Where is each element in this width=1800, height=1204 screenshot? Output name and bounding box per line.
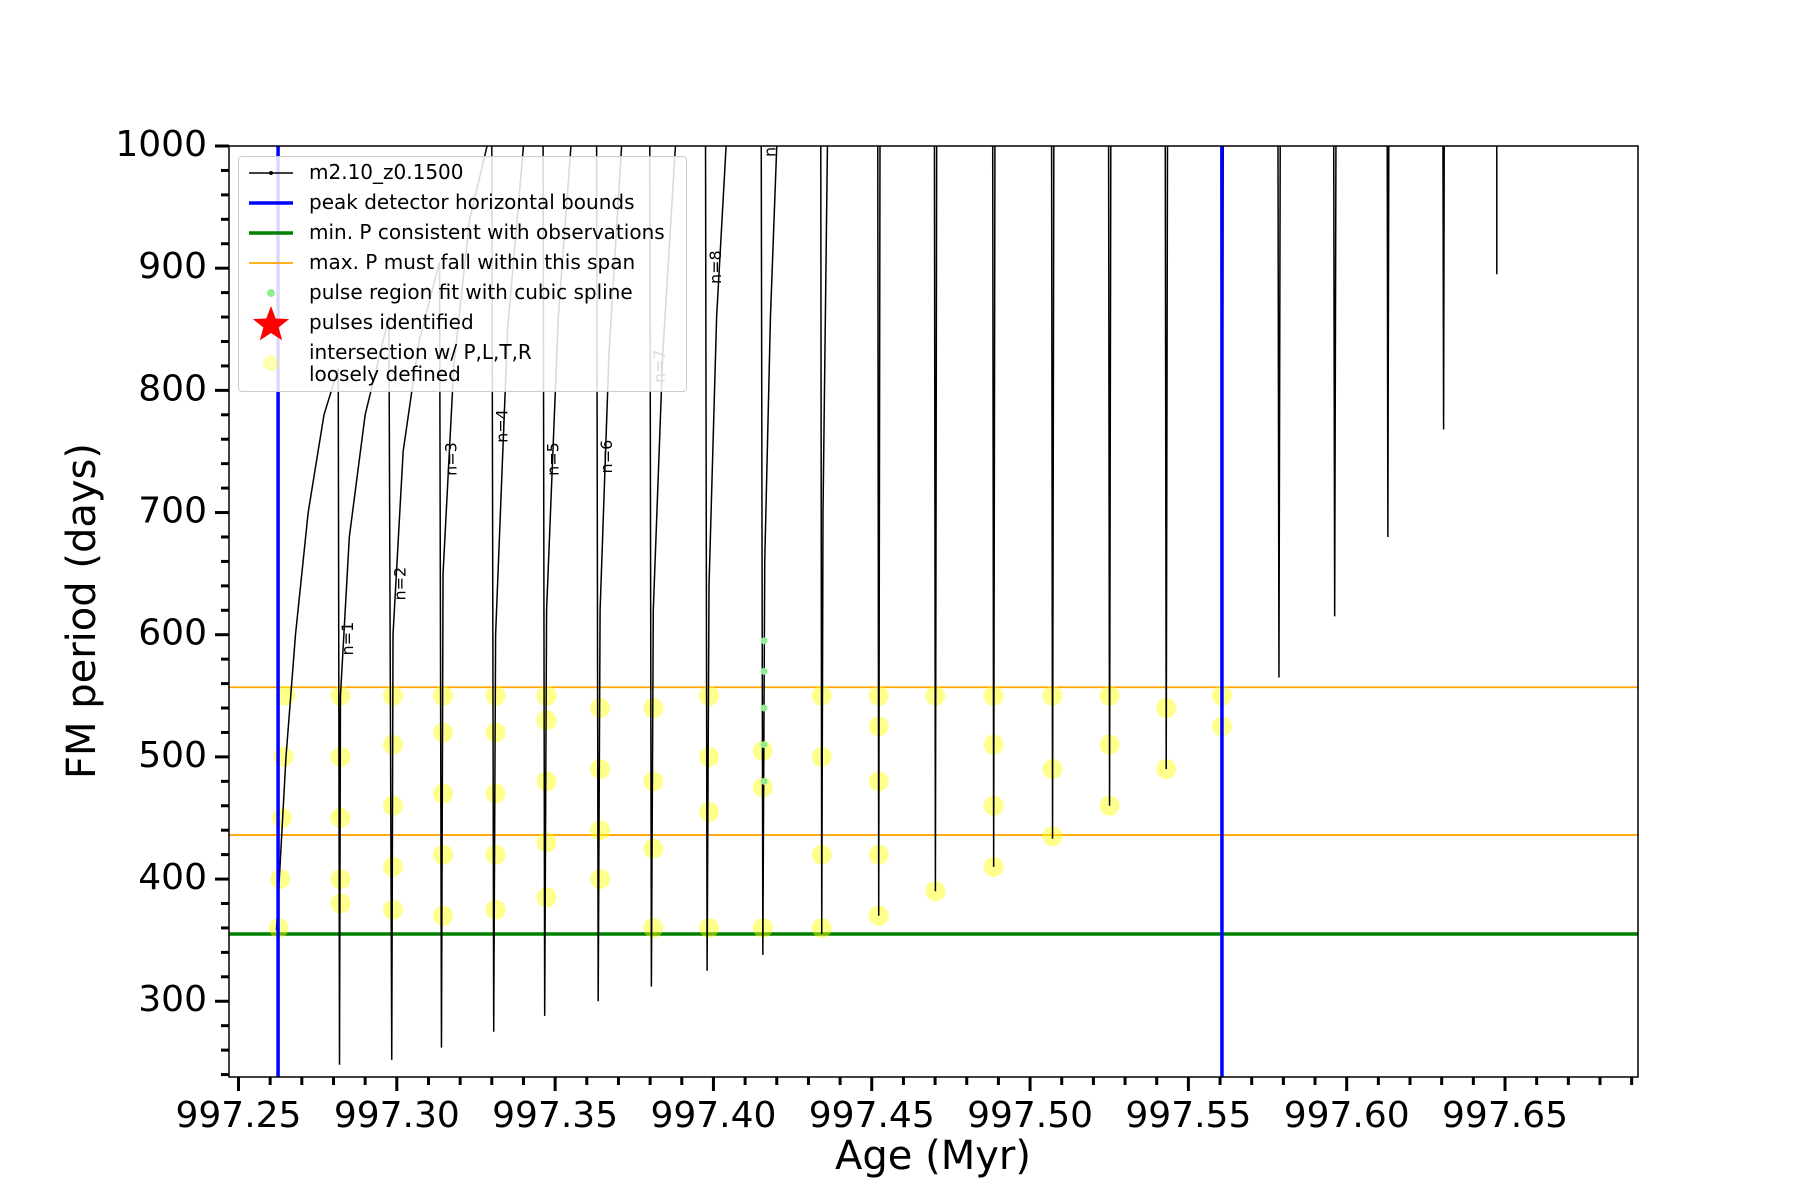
intersection-halo [485,844,506,865]
intersection-halo [699,801,720,822]
intersection-halo [536,887,557,908]
data-line [820,146,829,935]
intersection-halo [699,746,720,767]
pulse-annotation: n=6 [597,440,616,474]
x-tick-label: 997.55 [1125,1095,1251,1136]
legend-marker [249,231,293,235]
spline-point [760,741,768,749]
legend-dot [267,289,275,297]
legend-halo [263,355,279,371]
plot-area: n=1n=2n=3n=4n=5n=6n=7n=8n=9 [229,123,1638,1077]
pulse-annotation: n=4 [492,409,511,443]
y-tick-label: 1000 [115,124,207,165]
data-line [1107,146,1112,806]
legend-marker [267,289,275,297]
intersection-halo [590,869,611,890]
legend-entry: pulses identified [239,306,686,341]
spline-point [760,667,768,675]
data-line [1050,146,1055,839]
pulse-annotation: n=2 [390,567,409,601]
legend-entry: min. P consistent with observations [239,221,686,251]
legend-entry: pulse region fit with cubic spline [239,281,686,311]
x-tick-label: 997.40 [650,1095,776,1136]
legend-marker [252,306,290,341]
x-tick-label: 997.25 [176,1095,302,1136]
legend-marker [249,201,293,205]
intersection-halo [433,844,454,865]
intersection-halo [536,832,557,853]
intersection-halo [1099,795,1120,816]
intersection-halo [433,905,454,926]
data-line [1164,146,1169,770]
legend-label: pulses identified [309,310,474,334]
x-axis-label: Age (Myr) [835,1133,1031,1179]
x-tick-label: 997.65 [1442,1095,1568,1136]
intersection-halo [383,899,404,920]
intersection-halo [699,917,720,938]
data-line [704,146,727,971]
legend-label: min. P consistent with observations [309,220,665,244]
legend-entry: intersection w/ P,L,T,R loosely defined [239,341,686,387]
y-tick-label: 300 [138,979,207,1020]
legend-marker [249,171,293,175]
data-line [1277,146,1281,678]
pulse-annotation: n=9 [760,123,779,157]
spline-point [760,637,768,645]
y-tick-label: 800 [138,368,207,409]
intersection-halo [643,771,664,792]
x-tick-label: 997.45 [809,1095,935,1136]
legend-label: pulse region fit with cubic spline [309,280,633,304]
data-line [1442,146,1445,430]
data-line [1332,146,1337,617]
legend-label: peak detector horizontal bounds [309,190,635,214]
intersection-halo [590,820,611,841]
x-tick-label: 997.50 [967,1095,1093,1136]
legend-marker [249,262,293,264]
intersection-halo [485,899,506,920]
y-tick-label: 900 [138,246,207,287]
y-tick-label: 700 [138,491,207,532]
y-tick-label: 400 [138,857,207,898]
intersection-halo [270,869,291,890]
intersection-halo [590,759,611,780]
legend-marker [263,355,279,371]
pulse-annotation: n=3 [441,442,460,476]
spline-point [760,704,768,712]
legend-entry: max. P must fall within this span [239,251,686,281]
spline-point [760,777,768,785]
legend-label: max. P must fall within this span [309,250,636,274]
pulse-annotation: n=1 [338,622,357,656]
intersection-halo [536,771,557,792]
intersection-halo [868,905,889,926]
y-tick-label: 600 [138,613,207,654]
legend-label: m2.10_z0.1500 [309,160,464,184]
data-line [760,146,778,955]
intersection-halo [643,917,664,938]
pulse-annotation: n=8 [706,250,725,284]
pulse-annotation: n=5 [543,442,562,476]
x-tick-label: 997.35 [492,1095,618,1136]
legend-dot [269,171,273,175]
y-tick-label: 500 [138,735,207,776]
data-line [877,146,881,916]
x-tick-label: 997.30 [334,1095,460,1136]
legend-entry: m2.10_z0.1500 [239,161,686,191]
data-line [1386,146,1390,537]
y-axis-label: FM period (days) [59,443,105,779]
legend-star [252,306,290,341]
data-line [991,146,996,867]
intersection-halo [983,856,1004,877]
intersection-halo [485,783,506,804]
legend-label: intersection w/ P,L,T,R loosely defined [309,340,532,386]
data-line [933,146,938,892]
legend-entry: peak detector horizontal bounds [239,191,686,221]
intersection-halo [643,838,664,859]
x-tick-label: 997.60 [1284,1095,1410,1136]
intersection-halo [1156,759,1177,780]
